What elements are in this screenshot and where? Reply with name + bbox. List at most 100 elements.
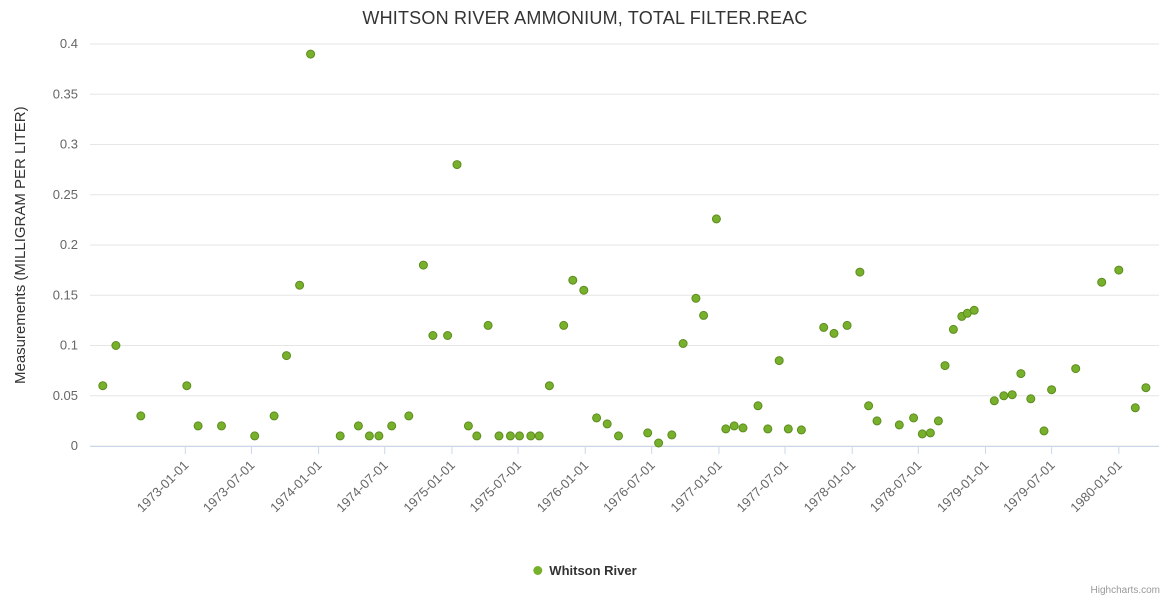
data-point[interactable] bbox=[1071, 364, 1081, 374]
data-point[interactable] bbox=[1141, 383, 1151, 393]
data-point[interactable] bbox=[917, 429, 927, 439]
data-point[interactable] bbox=[269, 411, 279, 421]
x-axis-tick-label: 1979-01-01 bbox=[934, 458, 992, 516]
data-point[interactable] bbox=[463, 421, 473, 431]
data-point[interactable] bbox=[1097, 277, 1107, 287]
data-point[interactable] bbox=[753, 401, 763, 411]
data-point[interactable] bbox=[614, 431, 623, 441]
data-point[interactable] bbox=[250, 431, 260, 441]
data-point[interactable] bbox=[721, 424, 731, 434]
data-point[interactable] bbox=[374, 431, 384, 441]
data-point[interactable] bbox=[933, 416, 943, 426]
y-axis-tick-label: 0.05 bbox=[53, 388, 78, 403]
data-point[interactable] bbox=[98, 381, 108, 391]
data-point[interactable] bbox=[855, 267, 865, 277]
data-point[interactable] bbox=[699, 310, 709, 320]
data-point[interactable] bbox=[1016, 369, 1026, 379]
data-point[interactable] bbox=[643, 428, 653, 438]
data-point[interactable] bbox=[654, 438, 664, 448]
x-axis-tick-label: 1980-01-01 bbox=[1067, 458, 1125, 516]
data-point[interactable] bbox=[940, 361, 950, 371]
data-point[interactable] bbox=[989, 396, 999, 406]
y-axis-tick-label: 0 bbox=[71, 438, 78, 453]
y-axis-tick-label: 0.1 bbox=[60, 338, 78, 353]
data-point[interactable] bbox=[774, 356, 784, 366]
data-point[interactable] bbox=[534, 431, 544, 441]
data-point[interactable] bbox=[568, 275, 578, 285]
data-point[interactable] bbox=[217, 421, 226, 431]
x-axis-tick-label: 1978-01-01 bbox=[801, 458, 859, 516]
data-point[interactable] bbox=[111, 341, 121, 350]
data-point[interactable] bbox=[526, 431, 536, 441]
legend-label: Whitson River bbox=[549, 563, 637, 578]
highcharts-credits-link[interactable]: Highcharts.com bbox=[1090, 585, 1160, 596]
data-point[interactable] bbox=[796, 425, 806, 435]
x-axis-tick-label: 1976-01-01 bbox=[534, 458, 592, 516]
y-axis-tick-label: 0.35 bbox=[53, 86, 78, 101]
data-point[interactable] bbox=[364, 431, 374, 441]
data-point[interactable] bbox=[829, 328, 839, 338]
data-point[interactable] bbox=[948, 324, 958, 334]
x-axis-tick-label: 1978-07-01 bbox=[867, 458, 925, 516]
data-point[interactable] bbox=[494, 431, 504, 441]
data-point[interactable] bbox=[544, 381, 554, 391]
data-point[interactable] bbox=[667, 430, 677, 440]
data-point[interactable] bbox=[282, 351, 291, 361]
x-axis-tick-label: 1979-07-01 bbox=[1000, 458, 1058, 516]
chart-title: WHITSON RIVER AMMONIUM, TOTAL FILTER.REA… bbox=[362, 8, 808, 28]
data-point[interactable] bbox=[1026, 394, 1036, 404]
data-point[interactable] bbox=[691, 293, 701, 303]
data-point[interactable] bbox=[387, 421, 397, 431]
data-point[interactable] bbox=[1130, 403, 1140, 413]
x-axis-tick-label: 1976-07-01 bbox=[600, 458, 658, 516]
data-point[interactable] bbox=[592, 413, 602, 423]
data-point[interactable] bbox=[602, 419, 612, 429]
data-point[interactable] bbox=[864, 401, 874, 411]
data-point[interactable] bbox=[443, 331, 453, 340]
x-axis-tick-label: 1973-01-01 bbox=[134, 458, 192, 516]
data-point[interactable] bbox=[472, 431, 482, 441]
data-point[interactable] bbox=[925, 428, 935, 438]
data-point[interactable] bbox=[136, 411, 146, 421]
data-point[interactable] bbox=[999, 391, 1009, 401]
data-point[interactable] bbox=[335, 431, 345, 441]
data-point[interactable] bbox=[842, 320, 852, 330]
data-point[interactable] bbox=[909, 413, 919, 423]
data-point[interactable] bbox=[1114, 265, 1124, 275]
data-point[interactable] bbox=[404, 411, 414, 421]
data-point[interactable] bbox=[515, 431, 524, 441]
y-axis-tick-label: 0.4 bbox=[60, 36, 78, 51]
data-point[interactable] bbox=[678, 339, 688, 348]
data-point[interactable] bbox=[579, 285, 589, 295]
data-point[interactable] bbox=[763, 424, 773, 434]
legend-marker-icon bbox=[533, 566, 543, 575]
data-point[interactable] bbox=[738, 423, 748, 433]
data-point[interactable] bbox=[452, 160, 462, 170]
data-point[interactable] bbox=[428, 331, 438, 340]
data-point[interactable] bbox=[1039, 426, 1049, 436]
data-point[interactable] bbox=[483, 320, 493, 330]
data-point[interactable] bbox=[729, 421, 739, 431]
data-point[interactable] bbox=[353, 421, 363, 431]
y-axis-title: Measurements (MILLIGRAM PER LITER) bbox=[12, 106, 29, 384]
y-axis-tick-label: 0.25 bbox=[53, 187, 78, 202]
data-point[interactable] bbox=[418, 260, 428, 270]
data-point[interactable] bbox=[969, 305, 979, 315]
data-point[interactable] bbox=[894, 420, 904, 430]
x-axis-tick-label: 1974-07-01 bbox=[333, 458, 391, 516]
data-point[interactable] bbox=[711, 214, 721, 224]
data-point[interactable] bbox=[1007, 390, 1017, 400]
data-point[interactable] bbox=[295, 280, 305, 290]
data-point[interactable] bbox=[182, 381, 192, 391]
data-point[interactable] bbox=[505, 431, 515, 441]
data-point[interactable] bbox=[306, 49, 316, 59]
data-point[interactable] bbox=[819, 322, 829, 332]
data-point[interactable] bbox=[783, 424, 793, 434]
data-point[interactable] bbox=[872, 416, 882, 426]
data-point[interactable] bbox=[193, 421, 203, 431]
y-axis-tick-label: 0.2 bbox=[60, 237, 78, 252]
legend-item-whitson-river[interactable]: Whitson River bbox=[533, 563, 637, 578]
data-point[interactable] bbox=[1047, 385, 1057, 395]
data-point[interactable] bbox=[559, 320, 569, 330]
